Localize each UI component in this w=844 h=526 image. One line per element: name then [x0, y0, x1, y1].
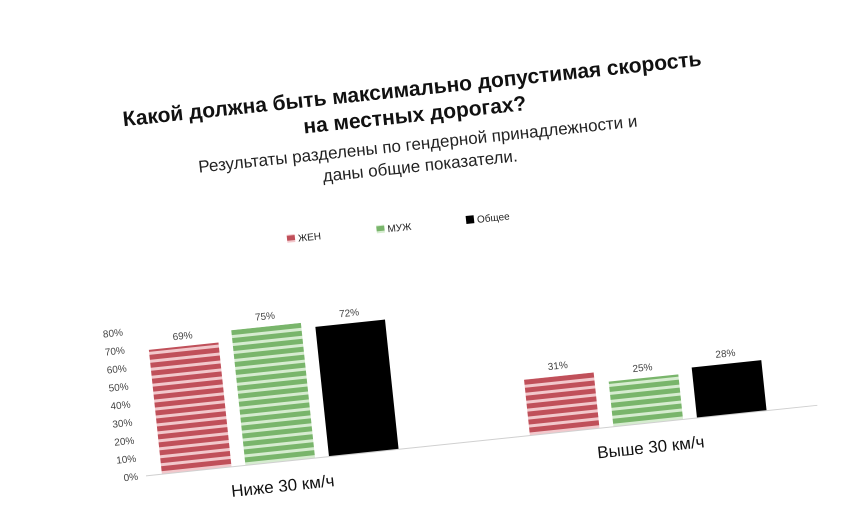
- bar-value-label: 28%: [715, 348, 736, 361]
- x-axis-line: [145, 404, 818, 477]
- y-tick-label: 70%: [104, 346, 125, 359]
- bar: [148, 342, 232, 475]
- x-category-label: Выше 30 км/ч: [596, 432, 705, 462]
- y-tick-label: 10%: [116, 454, 137, 467]
- legend-swatch: [376, 224, 385, 234]
- legend-item: МУЖ: [376, 222, 413, 236]
- y-tick-label: 60%: [106, 364, 127, 377]
- legend-swatch: [286, 234, 296, 243]
- y-tick-label: 40%: [110, 400, 131, 413]
- y-tick-label: 0%: [123, 472, 139, 484]
- legend-item: Общее: [465, 210, 511, 226]
- x-category-label: Ниже 30 км/ч: [230, 471, 335, 501]
- chart-legend: ЖЕН МУЖ Общее: [286, 210, 511, 245]
- legend-label: ЖЕН: [298, 231, 322, 244]
- y-axis: 0% 10% 20% 30% 40% 50% 60% 70% 80%: [102, 328, 138, 485]
- legend-item: ЖЕН: [286, 231, 322, 245]
- y-tick-label: 50%: [108, 382, 129, 395]
- y-tick-label: 80%: [102, 328, 123, 341]
- bar-value-label: 75%: [255, 311, 276, 324]
- y-tick-label: 30%: [112, 418, 133, 431]
- bar-value-label: 31%: [547, 360, 568, 373]
- bar: [315, 319, 399, 457]
- bar: [524, 372, 600, 436]
- chart-slide: Какой должна быть максимально допустимая…: [19, 5, 841, 515]
- bar: [231, 322, 316, 466]
- bar-area: 69% 75% 72% 31% 25% 28%: [148, 307, 767, 475]
- y-tick-label: 20%: [114, 436, 135, 449]
- legend-swatch: [465, 215, 475, 224]
- bar-value-label: 69%: [172, 330, 193, 343]
- bar: [608, 374, 684, 427]
- bar: [691, 360, 767, 418]
- bar-value-label: 25%: [632, 362, 653, 375]
- legend-label: Общее: [476, 210, 510, 225]
- chart-svg: Какой должна быть максимально допустимая…: [102, 48, 818, 501]
- legend-label: МУЖ: [387, 222, 413, 236]
- bar-value-label: 72%: [339, 307, 360, 320]
